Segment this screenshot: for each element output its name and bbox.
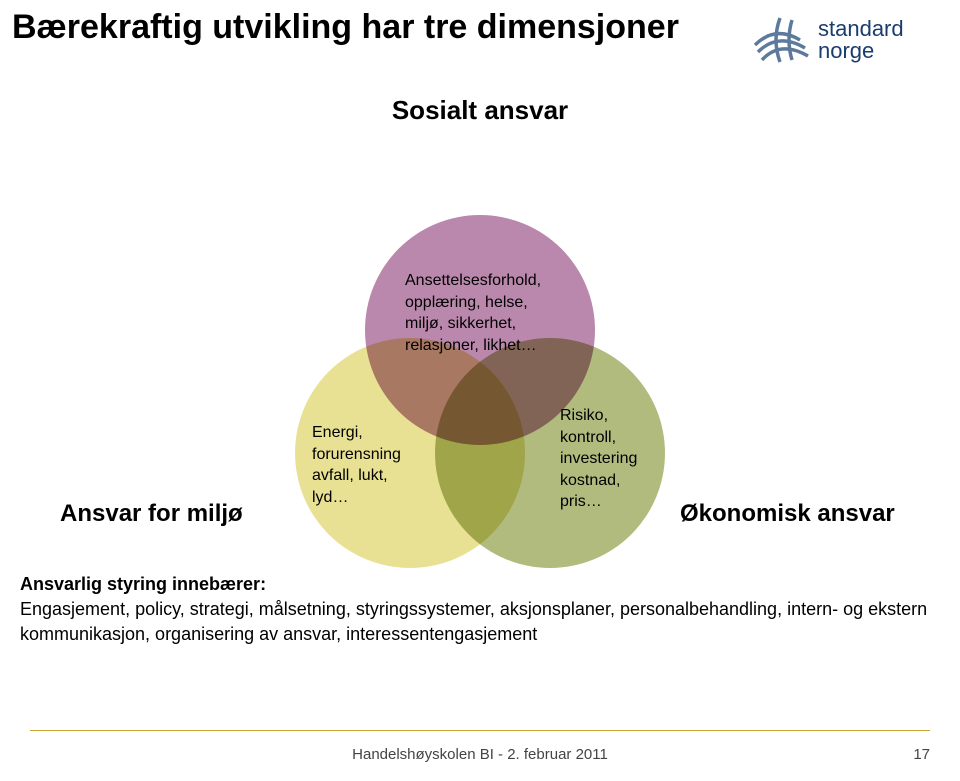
body-lead: Ansvarlig styring innebærer: [20, 574, 266, 594]
body-paragraph: Ansvarlig styring innebærer: Engasjement… [20, 572, 940, 648]
slide: Bærekraftig utvikling har tre dimensjone… [0, 0, 960, 781]
page-number: 17 [913, 746, 930, 763]
venn-text-sosialt: Ansettelsesforhold, opplæring, helse, mi… [405, 270, 541, 356]
standard-norge-logo: standard norge [750, 10, 930, 75]
venn-text-miljo: Energi, forurensning avfall, lukt, lyd… [312, 422, 401, 508]
venn-diagram: Ansettelsesforhold, opplæring, helse, mi… [0, 130, 960, 550]
subtitle-sosialt-ansvar: Sosialt ansvar [0, 95, 960, 126]
logo-text-2: norge [818, 38, 874, 63]
logo-svg: standard norge [750, 10, 930, 70]
footer-divider [30, 730, 930, 731]
page-title: Bærekraftig utvikling har tre dimensjone… [12, 8, 679, 47]
footer-text: Handelshøyskolen BI - 2. februar 2011 [0, 746, 960, 763]
globe-icon [755, 18, 808, 62]
axis-label-miljo: Ansvar for miljø [60, 500, 243, 528]
axis-label-okonomi: Økonomisk ansvar [680, 500, 895, 528]
body-text-content: Engasjement, policy, strategi, målsetnin… [20, 599, 927, 644]
venn-text-okonomi: Risiko, kontroll, investering kostnad, p… [560, 405, 637, 513]
